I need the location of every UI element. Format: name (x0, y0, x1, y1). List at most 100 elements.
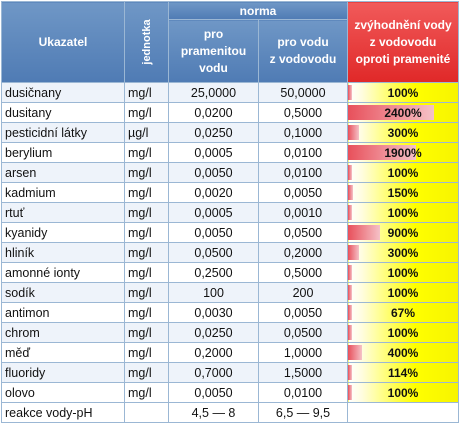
increase-bar (348, 305, 353, 320)
increase-value: 67% (390, 305, 416, 320)
table-row: kadmium mg/l 0,0020 0,0050 150% (1, 182, 459, 203)
header-unit-label: jednotka (140, 19, 153, 65)
increase-value: 300% (387, 245, 419, 260)
table-body: dusičnany mg/l 25,0000 50,0000 100% dusitany m… (1, 82, 459, 423)
increase-value: 100% (387, 85, 419, 100)
table-row: dusičnany mg/l 25,0000 50,0000 100% (1, 82, 459, 103)
unit-cell: µg/l (124, 122, 169, 143)
increase-cell: 2400% (347, 102, 459, 123)
table-row: fluoridy mg/l 0,7000 1,5000 114% (1, 362, 459, 383)
increase-cell: 114% (347, 362, 459, 383)
table-row: arsen mg/l 0,0050 0,0100 100% (1, 162, 459, 183)
indicator-cell: olovo (1, 382, 125, 403)
tap-norm-cell: 0,0100 (258, 382, 348, 403)
tap-norm-cell: 0,0050 (258, 302, 348, 323)
increase-value: 100% (387, 285, 419, 300)
indicator-cell: sodík (1, 282, 125, 303)
spring-norm-cell: 0,0050 (168, 382, 259, 403)
tap-norm-cell: 0,5000 (258, 262, 348, 283)
increase-bar (348, 165, 353, 180)
spring-norm-cell: 100 (168, 282, 259, 303)
increase-bar (348, 265, 353, 280)
increase-value: 150% (387, 185, 419, 200)
increase-bar (348, 325, 353, 340)
unit-cell: mg/l (124, 262, 169, 283)
unit-cell: mg/l (124, 202, 169, 223)
unit-cell: mg/l (124, 142, 169, 163)
spring-norm-cell: 0,0050 (168, 162, 259, 183)
header-spring-line-3: vodu (199, 60, 228, 75)
indicator-cell: dusitany (1, 102, 125, 123)
indicator-cell: pesticidní látky (1, 122, 125, 143)
increase-cell: 100% (347, 322, 459, 343)
increase-cell: 100% (347, 282, 459, 303)
increase-cell: 100% (347, 382, 459, 403)
tap-norm-cell: 50,0000 (258, 82, 348, 103)
table-row: olovo mg/l 0,0050 0,0100 100% (1, 382, 459, 403)
table-row: kyanidy mg/l 0,0050 0,0500 900% (1, 222, 459, 243)
indicator-cell: kyanidy (1, 222, 125, 243)
increase-bar (348, 385, 353, 400)
table-row: pesticidní látky µg/l 0,0250 0,1000 300% (1, 122, 459, 143)
indicator-cell: chrom (1, 322, 125, 343)
increase-value: 100% (387, 205, 419, 220)
spring-norm-cell: 0,2000 (168, 342, 259, 363)
increase-value: 100% (387, 165, 419, 180)
increase-value: 400% (387, 345, 419, 360)
unit-cell: mg/l (124, 342, 169, 363)
increase-bar (348, 345, 363, 360)
increase-cell: 1900% (347, 142, 459, 163)
unit-cell: mg/l (124, 242, 169, 263)
increase-cell: 100% (347, 262, 459, 283)
table-row: antimon mg/l 0,0030 0,0050 67% (1, 302, 459, 323)
table-row: hliník mg/l 0,0500 0,2000 300% (1, 242, 459, 263)
increase-bar (348, 225, 381, 240)
increase-value: 1900% (384, 145, 422, 160)
spring-norm-cell: 0,2500 (168, 262, 259, 283)
increase-bar (348, 145, 416, 160)
increase-value: 100% (387, 385, 419, 400)
increase-bar (348, 365, 353, 380)
indicator-cell: měď (1, 342, 125, 363)
spring-norm-cell: 0,7000 (168, 362, 259, 383)
tap-norm-cell: 1,5000 (258, 362, 348, 383)
unit-cell: mg/l (124, 222, 169, 243)
spring-norm-cell: 0,0005 (168, 202, 259, 223)
spring-norm-cell: 0,0005 (168, 142, 259, 163)
unit-cell: mg/l (124, 282, 169, 303)
tap-norm-cell: 200 (258, 282, 348, 303)
increase-cell: 150% (347, 182, 459, 203)
increase-bar (348, 285, 353, 300)
tap-norm-cell: 0,1000 (258, 122, 348, 143)
increase-value: 900% (387, 225, 419, 240)
table-row: rtuť mg/l 0,0005 0,0010 100% (1, 202, 459, 223)
indicator-cell: rtuť (1, 202, 125, 223)
increase-bar (348, 105, 434, 120)
header-tap: pro vodu z vodovodu (258, 19, 348, 83)
tap-norm-cell: 0,0500 (258, 322, 348, 343)
header-spring-line-2: pramenitou (180, 43, 247, 58)
header-norm: norma (168, 1, 348, 20)
increase-bar (348, 185, 354, 200)
table-row: chrom mg/l 0,0250 0,0500 100% (1, 322, 459, 343)
increase-bar (348, 205, 353, 220)
table-row: sodík mg/l 100 200 100% (1, 282, 459, 303)
increase-value: 100% (387, 325, 419, 340)
unit-cell: mg/l (124, 82, 169, 103)
table-row: měď mg/l 0,2000 1,0000 400% (1, 342, 459, 363)
increase-value: 100% (387, 265, 419, 280)
tap-norm-cell: 0,0100 (258, 142, 348, 163)
spring-norm-cell: 0,0250 (168, 122, 259, 143)
unit-cell: mg/l (124, 102, 169, 123)
unit-cell: mg/l (124, 302, 169, 323)
increase-bar (348, 245, 359, 260)
header-increase-line-2: z vodovodu (369, 34, 437, 49)
increase-cell: 900% (347, 222, 459, 243)
indicator-cell: berylium (1, 142, 125, 163)
header-spring-line-1: pro (203, 26, 224, 41)
unit-cell: mg/l (124, 362, 169, 383)
header-indicator: Ukazatel (1, 1, 125, 83)
increase-cell: 100% (347, 202, 459, 223)
header-increase: zvýhodnění vody z vodovodu oproti pramen… (347, 1, 459, 83)
tap-norm-cell: 0,2000 (258, 242, 348, 263)
